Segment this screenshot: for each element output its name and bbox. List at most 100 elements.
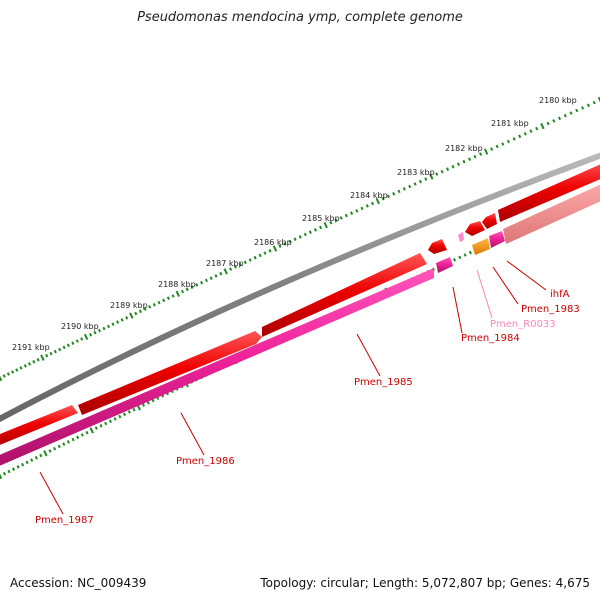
- ruler-tick: [0, 374, 3, 382]
- ruler-tick: [463, 253, 467, 257]
- reverse-gene-track: [0, 184, 600, 466]
- ruler-tick: [40, 354, 45, 361]
- ruler-tick: [479, 152, 483, 156]
- ruler-tick: [440, 169, 444, 174]
- ruler-tick: [268, 249, 272, 253]
- callout-line-pmen-1987: [39, 471, 64, 515]
- ruler-tick: [48, 449, 52, 453]
- gene-label-pmen-1983: Pmen_1983: [521, 304, 580, 315]
- ruler-tick: [458, 255, 462, 260]
- ruler-tick: [80, 433, 84, 437]
- ruler-label: 2181 kbp: [491, 119, 529, 128]
- ruler-tick: [272, 245, 278, 252]
- ruler-tick: [99, 424, 103, 428]
- ruler-tick: [467, 157, 472, 161]
- ruler-tick: [435, 172, 439, 176]
- ruler-tick: [319, 225, 323, 230]
- ruler-tick: [89, 427, 94, 434]
- ruler-tick: [11, 370, 15, 374]
- ruler-tick: [597, 96, 600, 104]
- ruler-tick: [62, 345, 66, 350]
- ruler-label: 2190 kbp: [61, 322, 99, 331]
- ruler-tick: [523, 132, 527, 136]
- ruler-tick: [223, 268, 228, 275]
- ruler-tick: [238, 262, 242, 267]
- ruler-tick: [214, 274, 218, 278]
- gene-ihfa-forward: [482, 213, 497, 229]
- callout-line-pmen-1986: [180, 412, 205, 456]
- ruler-tick: [446, 167, 450, 171]
- ruler-tick: [518, 134, 522, 139]
- ruler-tick: [473, 154, 477, 159]
- ruler-label: 2182 kbp: [445, 144, 483, 153]
- ruler-tick: [19, 366, 23, 370]
- accession-text: Accession: NC_009439: [10, 576, 147, 590]
- ruler-tick: [53, 446, 57, 451]
- ruler-tick: [102, 326, 106, 331]
- callout-line-pmen-1983: [492, 266, 519, 305]
- callout-line-ihfa: [506, 260, 547, 291]
- ruler-tick: [557, 116, 562, 121]
- ruler-tick: [575, 108, 579, 113]
- ruler-tick: [58, 347, 62, 352]
- ruler-label: 2188 kbp: [158, 280, 196, 289]
- ruler-tick: [229, 267, 233, 271]
- ruler-tick: [157, 300, 161, 305]
- ruler-tick: [360, 206, 364, 211]
- ruler-tick: [71, 341, 75, 345]
- ruler-tick: [15, 368, 19, 372]
- ruler-tick: [506, 139, 510, 144]
- ruler-tick: [490, 147, 494, 151]
- ruler-label: 2187 kbp: [206, 259, 244, 268]
- ruler-tick: [546, 121, 550, 126]
- ruler-tick: [34, 456, 38, 460]
- ruler-tick: [66, 343, 70, 348]
- ruler-tick: [27, 362, 32, 366]
- ruler-tick: [171, 294, 175, 298]
- ruler-tick: [592, 100, 596, 105]
- ruler-tick: [248, 258, 252, 262]
- gene-label-ihfa: ihfA: [550, 289, 570, 300]
- gene-label-pmen-1986: Pmen_1986: [176, 456, 235, 467]
- ruler-tick: [113, 417, 117, 421]
- rna-marker: [458, 232, 464, 242]
- ruler-tick: [21, 462, 25, 467]
- ruler-tick: [175, 290, 180, 297]
- ruler-tick: [293, 237, 297, 241]
- ruler-tick: [219, 271, 223, 276]
- callout-line-pmen-1984: [452, 286, 463, 334]
- ruler-tick: [303, 232, 307, 237]
- ruler-tick: [32, 360, 36, 364]
- callout-line-pmen-1985: [356, 333, 381, 377]
- gene-pmen-1983-forward: [465, 221, 485, 236]
- ruler-label: 2189 kbp: [110, 301, 148, 310]
- ruler-tick: [6, 372, 10, 376]
- gene-pmen-1987-forward: [0, 405, 78, 445]
- ruler-tick: [39, 453, 43, 458]
- ruler-tick: [62, 442, 66, 446]
- gene-label-pmen-1987: Pmen_1987: [35, 515, 94, 526]
- ruler-label: 2186 kbp: [254, 238, 292, 247]
- ruler-tick: [71, 437, 75, 442]
- gene-pmen-1984-forward: [428, 239, 447, 254]
- backbone-strand: [0, 152, 600, 423]
- ruler-tick: [350, 211, 354, 215]
- ruler-tick: [451, 164, 455, 169]
- ruler-tick: [386, 194, 390, 199]
- gene-pmen-1984-reverse: [436, 257, 453, 273]
- ruler-label: 2191 kbp: [12, 343, 50, 352]
- ruler-tick: [512, 137, 516, 141]
- ruler-tick: [429, 173, 434, 180]
- ruler-tick: [355, 209, 359, 213]
- ruler-tick: [204, 278, 208, 283]
- ruler-tick: [483, 148, 489, 155]
- ruler-tick: [106, 324, 111, 329]
- ruler-tick: [89, 333, 93, 337]
- ruler-tick: [66, 440, 70, 444]
- ruler-tick: [80, 337, 84, 341]
- ruler-tick: [185, 287, 189, 292]
- ruler-tick: [134, 311, 138, 316]
- ruler-tick: [298, 235, 302, 239]
- ruler-tick: [408, 184, 412, 189]
